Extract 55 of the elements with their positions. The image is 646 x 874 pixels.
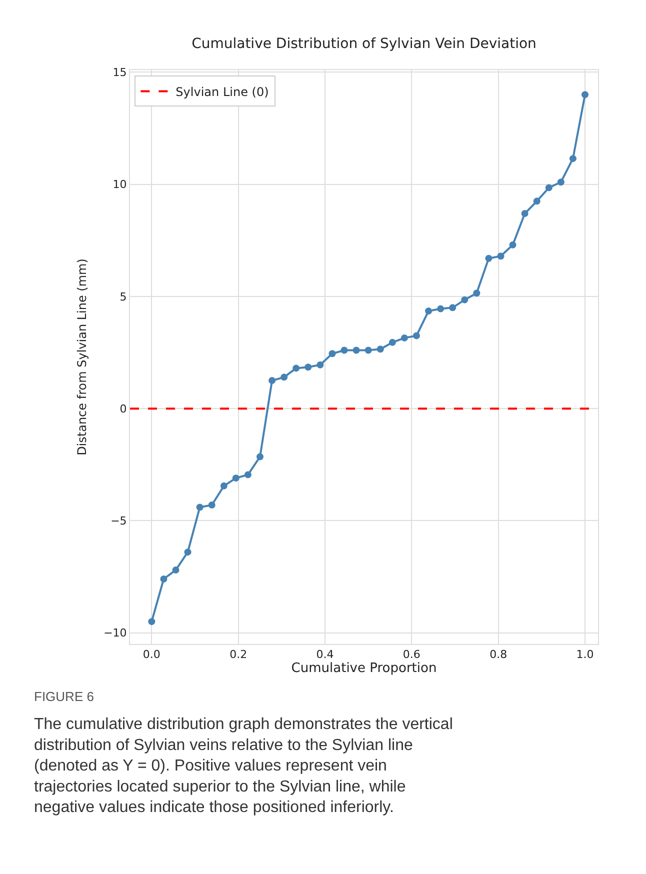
point: [376, 346, 384, 353]
point: [400, 334, 408, 342]
point: [461, 296, 468, 304]
x-axis-title: Cumulative Proportion: [291, 661, 437, 676]
y-tick-label: −5: [110, 514, 127, 528]
caption: FIGURE 6: [34, 689, 94, 704]
point: [304, 364, 312, 371]
point: [232, 474, 240, 482]
point: [364, 346, 372, 354]
point: [497, 252, 504, 260]
x-tick-label: 0.6: [402, 648, 420, 662]
point: [425, 308, 432, 315]
point: [172, 566, 180, 574]
point: [352, 346, 360, 354]
chart-title: Cumulative Distribution of Sylvian Vein Deviation: [192, 36, 536, 52]
point: [412, 332, 420, 340]
point: [184, 548, 192, 556]
x-tick-label: 1.0: [576, 648, 594, 662]
y-tick-label: 10: [112, 178, 127, 192]
point: [509, 241, 516, 248]
point: [292, 364, 300, 372]
x-tick-label: 0.8: [490, 648, 508, 662]
x-tick-label: 0.4: [316, 648, 334, 662]
point: [256, 453, 264, 460]
point: [533, 198, 540, 205]
y-tick-label: 0: [120, 402, 127, 416]
point: [268, 377, 276, 384]
point: [545, 184, 552, 192]
point: [569, 155, 576, 162]
point: [316, 361, 324, 368]
point: [521, 210, 528, 217]
point: [388, 338, 396, 346]
point: [473, 290, 480, 297]
point: [280, 374, 288, 381]
y-tick-label: 15: [112, 66, 127, 80]
y-tick-label: 5: [120, 290, 127, 304]
y-axis-title: Distance from Sylvian Line (mm): [74, 258, 89, 456]
point: [449, 304, 456, 312]
point: [485, 254, 492, 262]
point: [208, 501, 216, 508]
point: [196, 504, 204, 511]
point: [437, 305, 444, 312]
x-tick-label: 0.0: [142, 648, 160, 662]
point: [557, 178, 564, 186]
point: [340, 346, 348, 354]
legend-label: Sylvian Line (0): [176, 84, 269, 99]
point: [328, 350, 336, 358]
y-tick-label: −10: [104, 626, 127, 640]
point: [582, 91, 588, 98]
x-tick-label: 0.2: [230, 648, 248, 662]
point: [244, 471, 252, 478]
point: [160, 575, 168, 582]
point: [148, 618, 156, 626]
text: The cumulative distribution graph demonstrates the vertical distribution of Sylvian veins relative to the Sylvian line (denoted as Y = 0). Positive values represent vein trajectories located superior to the Sylvian line, while negative values indicate those positioned inferiorly.: [34, 716, 453, 816]
point: [220, 482, 228, 490]
